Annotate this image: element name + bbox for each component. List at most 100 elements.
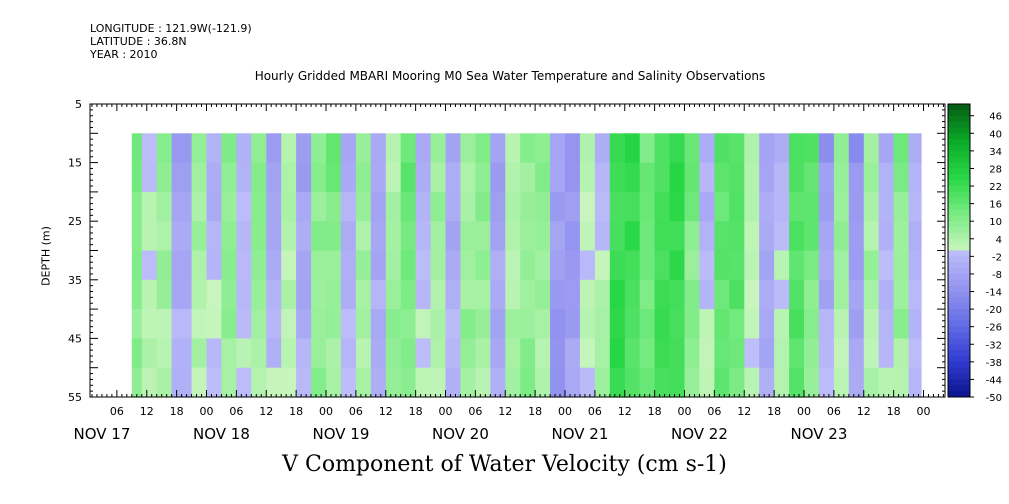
heatmap-cell [171, 133, 193, 164]
heatmap-cell [221, 309, 237, 339]
heatmap-cell [594, 338, 611, 369]
heatmap-cell [579, 309, 596, 339]
heatmap-cell [535, 162, 551, 193]
heatmap-cell [311, 221, 327, 252]
heatmap-cell [744, 338, 760, 369]
heatmap-cell [744, 250, 760, 281]
x-tick-label: 12 [857, 405, 871, 418]
heatmap-cell [141, 191, 158, 222]
heatmap-cell [669, 338, 686, 369]
heatmap-cell [579, 338, 596, 369]
heatmap-cell [804, 250, 820, 281]
heatmap-cell [385, 133, 402, 164]
x-tick-label: 00 [678, 405, 692, 418]
colorbar-swatch [948, 379, 970, 386]
heatmap-cell [340, 133, 357, 164]
heatmap-cell [818, 221, 835, 252]
colorbar-swatch [948, 391, 970, 398]
colorbar-label: 10 [989, 217, 1002, 228]
x-day-label: NOV 18 [193, 425, 250, 443]
heatmap-cell [804, 191, 820, 222]
x-axis-label: V Component of Water Velocity (cm s-1) [282, 452, 727, 477]
heatmap-cell [699, 162, 715, 193]
heatmap-cell [281, 133, 297, 164]
heatmap-cell [430, 309, 447, 339]
heatmap-cell [893, 162, 910, 193]
heatmap-cell [565, 133, 581, 164]
heatmap-cell [863, 309, 880, 339]
heatmap-cell [206, 162, 222, 193]
colorbar-label: 28 [989, 164, 1002, 175]
heatmap-cell [654, 338, 671, 369]
heatmap-cell [550, 338, 566, 369]
chart-title: Hourly Gridded MBARI Mooring M0 Sea Wate… [254, 69, 766, 83]
heatmap-cell [385, 338, 402, 369]
heatmap-cell [236, 338, 252, 369]
axes: 06 12 18 00 06 12 18 00 06 12 18 00 06 12 18 00 06 12 18 00… [68, 98, 945, 443]
heatmap-cell [729, 279, 745, 310]
latitude-label: LATITUDE : 36.8N [90, 35, 187, 48]
colorbar-swatch [948, 232, 970, 240]
heatmap-cell [251, 221, 267, 252]
heatmap-cell [594, 191, 611, 222]
heatmap-cell [415, 162, 432, 193]
heatmap-cell [251, 309, 267, 339]
heatmap-cell [579, 279, 596, 310]
heatmap-cell [141, 309, 158, 339]
colorbar-label: -26 [986, 323, 1002, 334]
heatmap-cell [684, 367, 700, 398]
heatmap-cell [878, 221, 895, 252]
heatmap-cell [460, 309, 476, 339]
colorbar-swatch [948, 133, 970, 140]
heatmap-cell [520, 191, 536, 222]
x-tick-label: 18 [170, 405, 184, 418]
heatmap-cell [669, 162, 686, 193]
heatmap-cell [863, 191, 880, 222]
heatmap-cell [908, 367, 922, 398]
heatmap-cell [131, 309, 143, 339]
heatmap-cell [594, 250, 611, 281]
heatmap-cell [296, 162, 312, 193]
heatmap-cell [430, 133, 447, 164]
heatmap-cell [744, 279, 760, 310]
colorbar-swatch [948, 150, 970, 158]
heatmap-cell [281, 338, 297, 369]
heatmap-cell [908, 250, 922, 281]
heatmap-cell [789, 162, 805, 193]
heatmap-cell [729, 221, 745, 252]
heatmap-cell [460, 367, 476, 398]
heatmap-cell [729, 162, 745, 193]
heatmap-cell [818, 250, 835, 281]
heatmap-cell [266, 309, 282, 339]
heatmap-cell [236, 279, 252, 310]
heatmap-cell [624, 367, 641, 398]
heatmap-cell [171, 221, 193, 252]
heatmap-cell [266, 133, 282, 164]
colorbar-swatch [948, 209, 970, 216]
heatmap-cell [818, 367, 835, 398]
heatmap-cell [535, 309, 551, 339]
heatmap-cell [296, 191, 312, 222]
heatmap-cell [281, 250, 297, 281]
colorbar-swatch [948, 238, 970, 246]
x-tick-label: 18 [289, 405, 303, 418]
heatmap-cell [579, 367, 596, 398]
heatmap-cell [833, 191, 850, 222]
heatmap-cell [385, 191, 402, 222]
heatmap-cell [609, 338, 626, 369]
heatmap-cell [744, 162, 760, 193]
heatmap-cell [296, 133, 312, 164]
heatmap-cell [759, 221, 775, 252]
heatmap-cell [355, 162, 372, 193]
heatmap-cell [565, 338, 581, 369]
x-tick-label: 00 [558, 405, 572, 418]
heatmap-cell [684, 309, 700, 339]
heatmap-cell [520, 338, 536, 369]
colorbar-swatch [948, 332, 970, 339]
colorbar-swatch [948, 262, 970, 269]
heatmap-cell [654, 250, 671, 281]
heatmap-cell [460, 162, 476, 193]
heatmap-cell [505, 367, 521, 398]
heatmap-cell [156, 191, 173, 222]
heatmap-cell [893, 309, 910, 339]
